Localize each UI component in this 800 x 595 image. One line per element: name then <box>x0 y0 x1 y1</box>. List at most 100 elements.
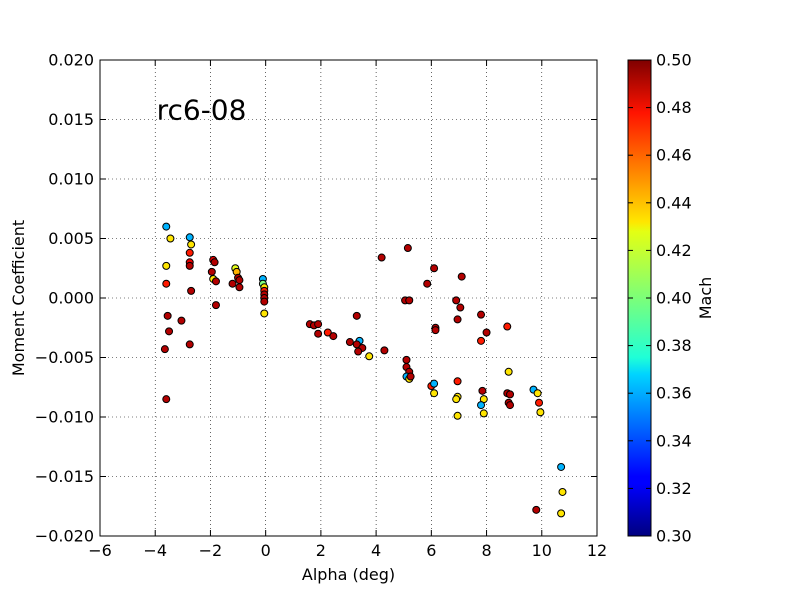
data-point <box>235 276 244 285</box>
y-tick-label: −0.005 <box>35 348 94 367</box>
chart-annotation: rc6-08 <box>157 94 247 127</box>
data-point <box>162 395 171 404</box>
data-point <box>535 398 544 407</box>
colorbar-tick-label: 0.50 <box>656 51 692 70</box>
data-point <box>166 234 175 243</box>
x-tick-label: 6 <box>426 541 436 560</box>
y-tick-label: −0.010 <box>35 408 94 427</box>
x-tick-label: 10 <box>532 541 552 560</box>
grid <box>100 60 597 536</box>
data-point <box>430 379 439 388</box>
y-tick-label: 0.020 <box>48 51 94 70</box>
data-point <box>478 386 487 395</box>
data-point <box>558 487 567 496</box>
y-axis-label: Moment Coefficient <box>9 220 28 376</box>
data-point <box>430 389 439 398</box>
colorbar-tick-label: 0.30 <box>656 527 692 546</box>
colorbar-tick-label: 0.34 <box>656 431 692 450</box>
x-axis-ticks: −6 −4 −2 0 2 4 6 8 10 12 <box>88 60 607 560</box>
data-point <box>423 279 432 288</box>
data-point <box>477 336 486 345</box>
data-point <box>185 261 194 270</box>
data-point <box>163 311 172 320</box>
x-tick-label: 0 <box>261 541 271 560</box>
data-point <box>532 505 541 514</box>
data-point <box>405 296 414 305</box>
data-point <box>453 315 462 324</box>
data-point <box>162 279 171 288</box>
data-point <box>211 301 220 310</box>
data-point <box>345 338 354 347</box>
data-point <box>482 328 491 337</box>
data-point <box>162 261 171 270</box>
data-point <box>185 233 194 242</box>
data-point <box>453 377 462 386</box>
data-point <box>162 222 171 231</box>
data-point <box>210 258 219 267</box>
colorbar-tick-label: 0.36 <box>656 384 692 403</box>
data-point <box>260 297 269 306</box>
colorbar-ticks: 0.30 0.32 0.34 0.36 0.38 0.40 0.42 0.44 0.46 0.48… <box>628 51 692 546</box>
data-point <box>504 367 513 376</box>
data-point <box>477 310 486 319</box>
data-point <box>402 355 411 364</box>
colorbar-label: Mach <box>696 277 715 320</box>
data-point <box>506 390 515 399</box>
x-tick-label: −4 <box>143 541 167 560</box>
data-point <box>185 340 194 349</box>
x-tick-label: 2 <box>316 541 326 560</box>
data-point <box>354 347 363 356</box>
data-point <box>314 320 323 329</box>
colorbar-tick-label: 0.38 <box>656 336 692 355</box>
data-point <box>452 296 461 305</box>
data-point <box>479 409 488 418</box>
data-point <box>160 345 169 354</box>
data-point <box>536 408 545 417</box>
colorbar-tick-label: 0.32 <box>656 479 692 498</box>
data-point <box>352 311 361 320</box>
y-tick-label: 0.000 <box>48 289 94 308</box>
data-point <box>380 346 389 355</box>
y-tick-label: 0.005 <box>48 229 94 248</box>
data-point <box>207 267 216 276</box>
data-point <box>235 283 244 292</box>
colorbar-tick-label: 0.48 <box>656 98 692 117</box>
data-point <box>365 352 374 361</box>
data-point <box>187 286 196 295</box>
data-point <box>406 372 415 381</box>
data-point <box>228 279 237 288</box>
colorbar-tick-label: 0.44 <box>656 193 692 212</box>
colorbar: 0.30 0.32 0.34 0.36 0.38 0.40 0.42 0.44 0.46 0.48… <box>627 51 715 546</box>
x-tick-label: 12 <box>587 541 607 560</box>
data-point <box>187 240 196 249</box>
data-point <box>329 332 338 341</box>
data-point <box>377 253 386 262</box>
data-point <box>503 322 512 331</box>
data-point <box>430 264 439 273</box>
data-point <box>403 244 412 253</box>
x-tick-label: 8 <box>481 541 491 560</box>
data-point <box>323 328 332 337</box>
colorbar-tick-label: 0.46 <box>656 146 692 165</box>
colorbar-tick-label: 0.40 <box>656 289 692 308</box>
data-point <box>557 509 566 518</box>
data-point <box>457 272 466 281</box>
y-axis-ticks: −0.020 −0.015 −0.010 −0.005 0.000 0.005 0.010 0… <box>35 51 597 546</box>
y-tick-label: −0.020 <box>35 527 94 546</box>
data-point <box>314 329 323 338</box>
y-tick-label: 0.015 <box>48 110 94 129</box>
data-point <box>533 389 542 398</box>
data-point <box>211 277 220 286</box>
x-tick-label: −2 <box>199 541 223 560</box>
data-point <box>177 316 186 325</box>
colorbar-tick-label: 0.42 <box>656 241 692 260</box>
y-tick-label: −0.015 <box>35 467 94 486</box>
data-point <box>557 462 566 471</box>
data-point <box>431 326 440 335</box>
data-point <box>165 327 174 336</box>
data-points <box>160 222 567 518</box>
x-axis-label: Alpha (deg) <box>302 565 395 584</box>
data-point <box>506 401 515 410</box>
data-point <box>452 395 461 404</box>
